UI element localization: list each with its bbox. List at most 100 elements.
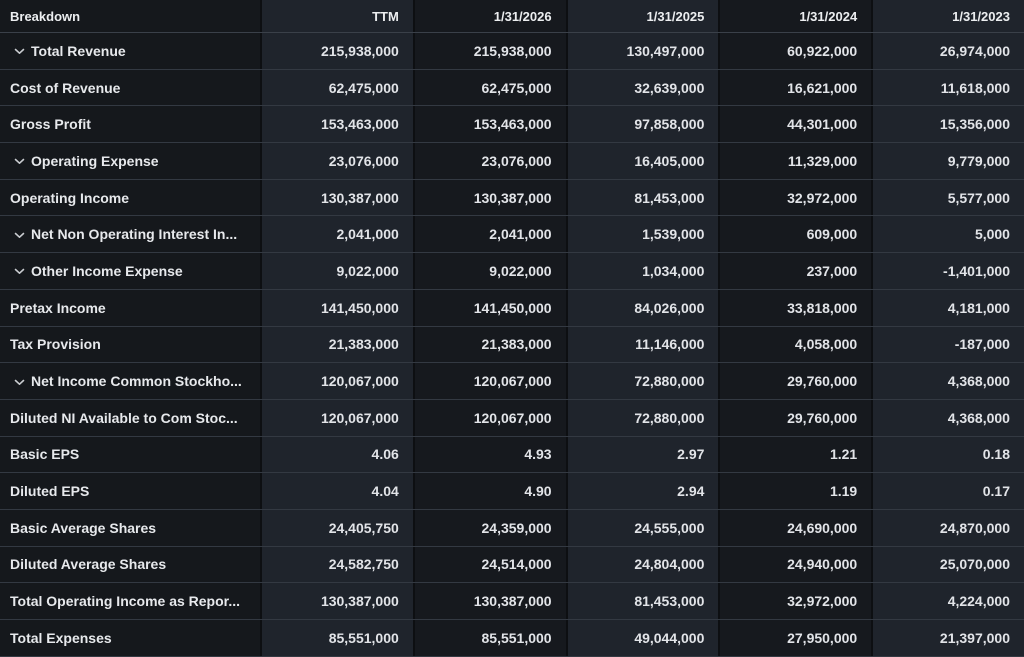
value-cell: 130,387,000 <box>412 179 566 216</box>
table-row: Tax Provision 21,383,000 21,383,000 11,146,… <box>0 326 1024 364</box>
value-cell: 44,301,000 <box>718 106 872 143</box>
column-header-2023[interactable]: 1/31/2023 <box>871 0 1024 32</box>
table-row: Diluted Average Shares 24,582,750 24,514,0… <box>0 546 1024 584</box>
value-cell: 21,383,000 <box>260 326 413 363</box>
value-cell: 4.04 <box>260 473 413 509</box>
value-cell: 1,034,000 <box>565 253 719 289</box>
chevron-down-icon[interactable] <box>14 158 25 165</box>
value-cell: -1,401,000 <box>871 253 1024 289</box>
value-cell: 11,618,000 <box>871 69 1024 106</box>
column-header-2025[interactable]: 1/31/2025 <box>565 0 719 32</box>
row-label-cell[interactable]: Net Income Common Stockho... <box>0 363 260 399</box>
value-cell: 130,387,000 <box>260 179 413 216</box>
value-cell: 81,453,000 <box>565 583 719 619</box>
column-header-2024[interactable]: 1/31/2024 <box>718 0 872 32</box>
value-cell: 85,551,000 <box>260 620 413 656</box>
value-cell: 4,368,000 <box>871 363 1024 399</box>
table-row: Total Operating Income as Repor... 130,38… <box>0 583 1024 620</box>
value-cell: 11,329,000 <box>718 143 872 179</box>
value-cell: 24,804,000 <box>565 546 719 583</box>
value-cell: 32,972,000 <box>718 179 872 216</box>
row-label: Net Non Operating Interest In... <box>31 226 238 243</box>
value-cell: 15,356,000 <box>871 106 1024 143</box>
value-cell: 62,475,000 <box>412 69 566 106</box>
row-label: Basic EPS <box>10 446 80 463</box>
value-cell: 24,555,000 <box>565 509 719 546</box>
value-cell: 23,076,000 <box>260 143 413 179</box>
table-row: Net Non Operating Interest In... 2,041,00… <box>0 216 1024 254</box>
value-cell: 29,760,000 <box>718 399 872 436</box>
row-label: Diluted EPS <box>10 483 90 500</box>
value-cell: 2.97 <box>565 436 719 473</box>
value-cell: 1.21 <box>718 436 872 473</box>
value-cell: 2,041,000 <box>260 216 413 253</box>
value-cell: 26,974,000 <box>871 33 1024 69</box>
value-cell: 4.90 <box>412 473 566 509</box>
chevron-down-icon[interactable] <box>14 232 25 239</box>
value-cell: -187,000 <box>871 326 1024 363</box>
row-label-cell: Cost of Revenue <box>0 69 260 106</box>
table-row: Pretax Income 141,450,000 141,450,000 84,02… <box>0 289 1024 327</box>
row-label: Other Income Expense <box>31 262 183 279</box>
chevron-down-icon[interactable] <box>14 268 25 275</box>
value-cell: 21,383,000 <box>412 326 566 363</box>
row-label-cell[interactable]: Other Income Expense <box>0 253 260 289</box>
value-cell: 62,475,000 <box>260 69 413 106</box>
row-label: Basic Average Shares <box>10 519 157 536</box>
value-cell: 0.18 <box>871 436 1024 473</box>
value-cell: 24,582,750 <box>260 546 413 583</box>
value-cell: 153,463,000 <box>412 106 566 143</box>
row-label: Operating Expense <box>31 152 159 169</box>
value-cell: 1,539,000 <box>565 216 719 253</box>
value-cell: 25,070,000 <box>871 546 1024 583</box>
value-cell: 24,870,000 <box>871 509 1024 546</box>
row-label-cell: Diluted Average Shares <box>0 546 260 583</box>
row-label-cell: Total Expenses <box>0 620 260 656</box>
row-label-cell: Basic EPS <box>0 436 260 473</box>
row-label: Operating Income <box>10 189 130 206</box>
row-label-cell[interactable]: Total Revenue <box>0 33 260 69</box>
row-label: Net Income Common Stockho... <box>31 373 242 390</box>
value-cell: 153,463,000 <box>260 106 413 143</box>
column-header-breakdown: Breakdown <box>0 0 260 32</box>
column-header-ttm[interactable]: TTM <box>260 0 413 32</box>
value-cell: 141,450,000 <box>412 289 566 326</box>
value-cell: 5,000 <box>871 216 1024 253</box>
value-cell: 4.06 <box>260 436 413 473</box>
table-row: Basic Average Shares 24,405,750 24,359,000… <box>0 509 1024 547</box>
value-cell: 60,922,000 <box>718 33 872 69</box>
value-cell: 130,387,000 <box>412 583 566 619</box>
row-label-cell[interactable]: Operating Expense <box>0 143 260 179</box>
value-cell: 9,022,000 <box>412 253 566 289</box>
row-label-cell[interactable]: Net Non Operating Interest In... <box>0 216 260 253</box>
value-cell: 27,950,000 <box>718 620 872 656</box>
row-label: Diluted Average Shares <box>10 556 167 573</box>
chevron-down-icon[interactable] <box>14 48 25 55</box>
column-header-2026[interactable]: 1/31/2026 <box>412 0 566 32</box>
row-label: Tax Provision <box>10 336 101 353</box>
value-cell: 5,577,000 <box>871 179 1024 216</box>
value-cell: 85,551,000 <box>412 620 566 656</box>
value-cell: 130,387,000 <box>260 583 413 619</box>
table-row: Net Income Common Stockho... 120,067,000 1… <box>0 363 1024 400</box>
value-cell: 72,880,000 <box>565 399 719 436</box>
row-label-cell: Gross Profit <box>0 106 260 143</box>
value-cell: 609,000 <box>718 216 872 253</box>
row-label-cell: Tax Provision <box>0 326 260 363</box>
value-cell: 120,067,000 <box>260 399 413 436</box>
value-cell: 120,067,000 <box>412 363 566 399</box>
row-label: Cost of Revenue <box>10 79 121 96</box>
table-row: Diluted EPS 4.04 4.90 2.94 1.19 0.17 <box>0 473 1024 510</box>
value-cell: 1.19 <box>718 473 872 509</box>
chevron-down-icon[interactable] <box>14 379 25 386</box>
value-cell: 24,359,000 <box>412 509 566 546</box>
value-cell: 9,022,000 <box>260 253 413 289</box>
value-cell: 72,880,000 <box>565 363 719 399</box>
row-label: Total Operating Income as Repor... <box>10 593 241 610</box>
value-cell: 23,076,000 <box>412 143 566 179</box>
value-cell: 81,453,000 <box>565 179 719 216</box>
value-cell: 33,818,000 <box>718 289 872 326</box>
value-cell: 2,041,000 <box>412 216 566 253</box>
value-cell: 2.94 <box>565 473 719 509</box>
value-cell: 141,450,000 <box>260 289 413 326</box>
